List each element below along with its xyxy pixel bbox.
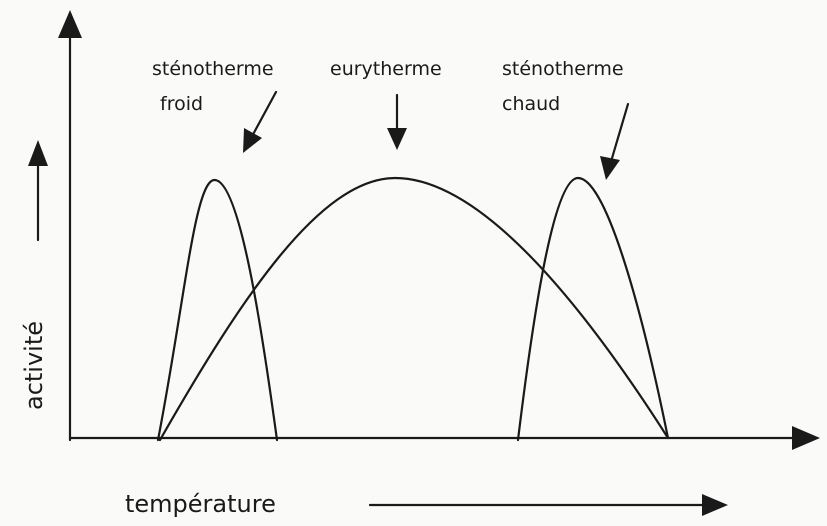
eurytherm-curve: [158, 176, 670, 442]
warm-pointer-head: [600, 156, 620, 180]
eurytherm-label: eurytherme: [330, 58, 442, 80]
cold-pointer: [248, 90, 278, 142]
x-axis-arrowhead: [792, 426, 820, 450]
x-axis-label: température: [125, 490, 276, 518]
x-label-arrowhead: [702, 494, 728, 516]
cold-label-line1: sténotherme: [152, 58, 274, 80]
y-axis-arrowhead: [58, 10, 82, 38]
cold-curve: [156, 178, 279, 442]
warm-label-line1: sténotherme: [502, 58, 624, 80]
cold-label-line2: froid: [160, 93, 203, 115]
warm-label-line2: chaud: [502, 93, 560, 115]
y-label-arrowhead: [28, 140, 48, 166]
warm-curve: [516, 176, 670, 442]
eurytherm-pointer-head: [387, 128, 407, 150]
cold-pointer-head: [243, 128, 262, 153]
warm-pointer: [608, 102, 630, 167]
y-axis-label: activité: [20, 321, 48, 410]
